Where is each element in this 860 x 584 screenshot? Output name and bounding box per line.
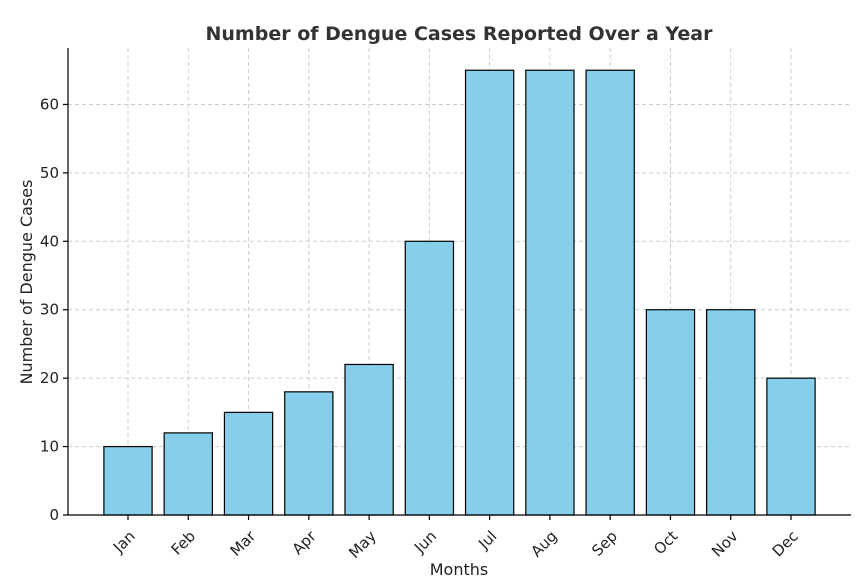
y-axis-label: Number of Dengue Cases <box>17 180 36 385</box>
x-tick-label: Oct <box>650 527 681 558</box>
x-axis-label: Months <box>430 560 488 579</box>
chart-title: Number of Dengue Cases Reported Over a Y… <box>206 23 714 45</box>
bar-jun <box>404 240 455 516</box>
axes <box>67 48 851 516</box>
x-tick-label: Dec <box>769 527 802 560</box>
x-tick-label: May <box>345 527 380 562</box>
bar-jul <box>464 69 515 516</box>
bar-oct <box>645 309 696 516</box>
x-ticks: Jan Feb Mar Apr May Jun Jul Aug Sep Oct Nov Dec <box>109 515 802 562</box>
y-tick-label: 40 <box>40 232 59 250</box>
x-tick-label: Sep <box>588 527 621 560</box>
bar-mar <box>223 411 274 516</box>
bar-feb <box>163 432 213 516</box>
bar-sep <box>585 69 635 516</box>
y-tick-label: 30 <box>40 301 59 319</box>
x-tick-label: Jul <box>474 527 500 553</box>
bar-may <box>344 363 394 516</box>
bar-nov <box>706 309 756 516</box>
x-tick-label: Jun <box>410 527 440 557</box>
x-tick-label: Aug <box>527 527 560 560</box>
bar-jan <box>103 445 153 516</box>
y-tick-label: 10 <box>40 438 59 456</box>
bars <box>103 69 816 516</box>
x-tick-label: Feb <box>168 527 200 559</box>
x-tick-label: Jan <box>109 527 139 557</box>
y-tick-label: 60 <box>40 95 59 113</box>
bar-apr <box>284 391 334 516</box>
y-ticks: 0 10 20 30 40 50 60 <box>40 95 68 524</box>
y-tick-label: 20 <box>40 369 59 387</box>
y-tick-label: 50 <box>40 164 59 182</box>
bar-dec <box>766 377 816 516</box>
bar-aug <box>525 69 575 516</box>
x-tick-label: Apr <box>289 527 321 559</box>
y-tick-label: 0 <box>49 506 59 524</box>
x-tick-label: Nov <box>708 527 742 561</box>
x-tick-label: Mar <box>227 527 260 560</box>
